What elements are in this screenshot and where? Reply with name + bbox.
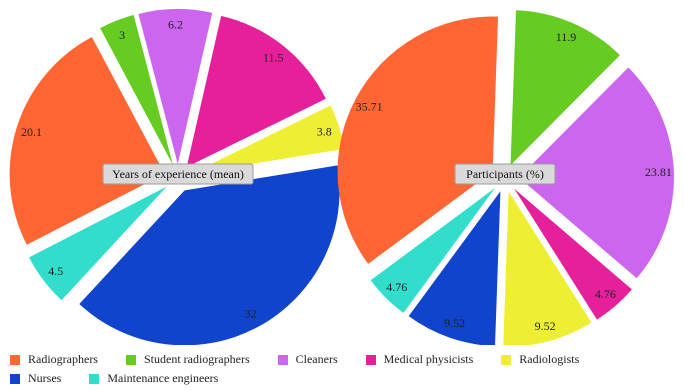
legend-label: Maintenance engineers — [107, 371, 219, 385]
legend-label: Medical physicists — [383, 352, 474, 366]
pie-chart-1: 3 6.2 11.5 3.8 32 4.5 20.1 Years of experience … — [9, 9, 345, 345]
legend-item-student-radiographers: Student radiographers — [125, 352, 250, 367]
slice-data-label: 11.9 — [556, 30, 577, 44]
slice-data-label: 4.76 — [595, 287, 616, 301]
legend-item-radiographers: Radiographers — [10, 352, 98, 367]
slice-data-label: 20.1 — [21, 125, 42, 139]
legend-swatch — [10, 354, 20, 365]
slice-data-label: 9.52 — [535, 319, 556, 333]
pie-slice-medical-physicists — [514, 188, 632, 320]
legend-item-cleaners: Cleaners — [277, 352, 338, 367]
slice-data-label: 4.76 — [386, 280, 407, 294]
pie-slice-medical-physicists — [186, 15, 326, 168]
pie-slice-radiologists — [191, 105, 345, 174]
slice-data-label: 35.71 — [356, 100, 383, 114]
chart-title: Years of experience (mean) — [102, 163, 254, 185]
legend-swatch — [365, 354, 376, 365]
legend-item-medical-physicists: Medical physicists — [365, 352, 474, 367]
legend-label: Radiologists — [519, 352, 580, 366]
legend-item-maintenance-engineers: Maintenance engineers — [89, 371, 218, 386]
pie-slice-nurses — [408, 191, 501, 345]
pie-slice-maintenance-engineers — [370, 187, 496, 313]
slice-data-label: 6.2 — [168, 18, 183, 32]
pie-slice-student-radiographers — [100, 15, 173, 165]
pie-slice-radiologists — [503, 191, 592, 345]
legend: Radiographers Student radiographers Cleane… — [10, 352, 680, 386]
pie-chart-2: 11.9 23.81 4.76 9.52 9.52 4.76 35.71 Participan… — [337, 10, 674, 345]
pie-slice-radiographers — [337, 16, 499, 264]
slice-data-label: 3.8 — [317, 124, 332, 138]
chart-title-text: Participants (%) — [466, 167, 544, 181]
slice-data-label: 23.81 — [645, 165, 672, 179]
pie-slice-nurses — [79, 165, 340, 345]
legend-label: Cleaners — [295, 352, 338, 366]
legend-swatch — [89, 373, 100, 384]
legend-label: Student radiographers — [143, 352, 250, 366]
slice-data-label: 4.5 — [48, 264, 63, 278]
chart-title: Participants (%) — [454, 163, 556, 185]
pie-slice-maintenance-engineers — [29, 186, 167, 301]
legend-swatch — [277, 354, 288, 365]
pie-slice-radiographers — [9, 36, 165, 245]
slice-data-label: 9.52 — [444, 316, 465, 330]
legend-item-nurses: Nurses — [10, 371, 61, 386]
legend-label: Nurses — [28, 371, 62, 385]
legend-label: Radiographers — [28, 352, 98, 366]
slice-data-label: 32 — [245, 306, 257, 320]
slice-data-label: 3 — [119, 28, 125, 42]
chart-title-text: Years of experience (mean) — [112, 167, 244, 181]
pie-slice-cleaners — [518, 67, 674, 279]
legend-swatch — [125, 354, 136, 365]
slice-data-label: 11.5 — [263, 51, 284, 65]
legend-swatch — [501, 354, 512, 365]
pie-slice-cleaners — [138, 9, 213, 165]
charts-canvas: 3 6.2 11.5 3.8 32 4.5 20.1 Years of experience … — [9, 9, 674, 345]
pie-slice-student-radiographers — [510, 10, 620, 166]
legend-swatch — [10, 373, 20, 384]
legend-item-radiologists: Radiologists — [501, 352, 579, 367]
